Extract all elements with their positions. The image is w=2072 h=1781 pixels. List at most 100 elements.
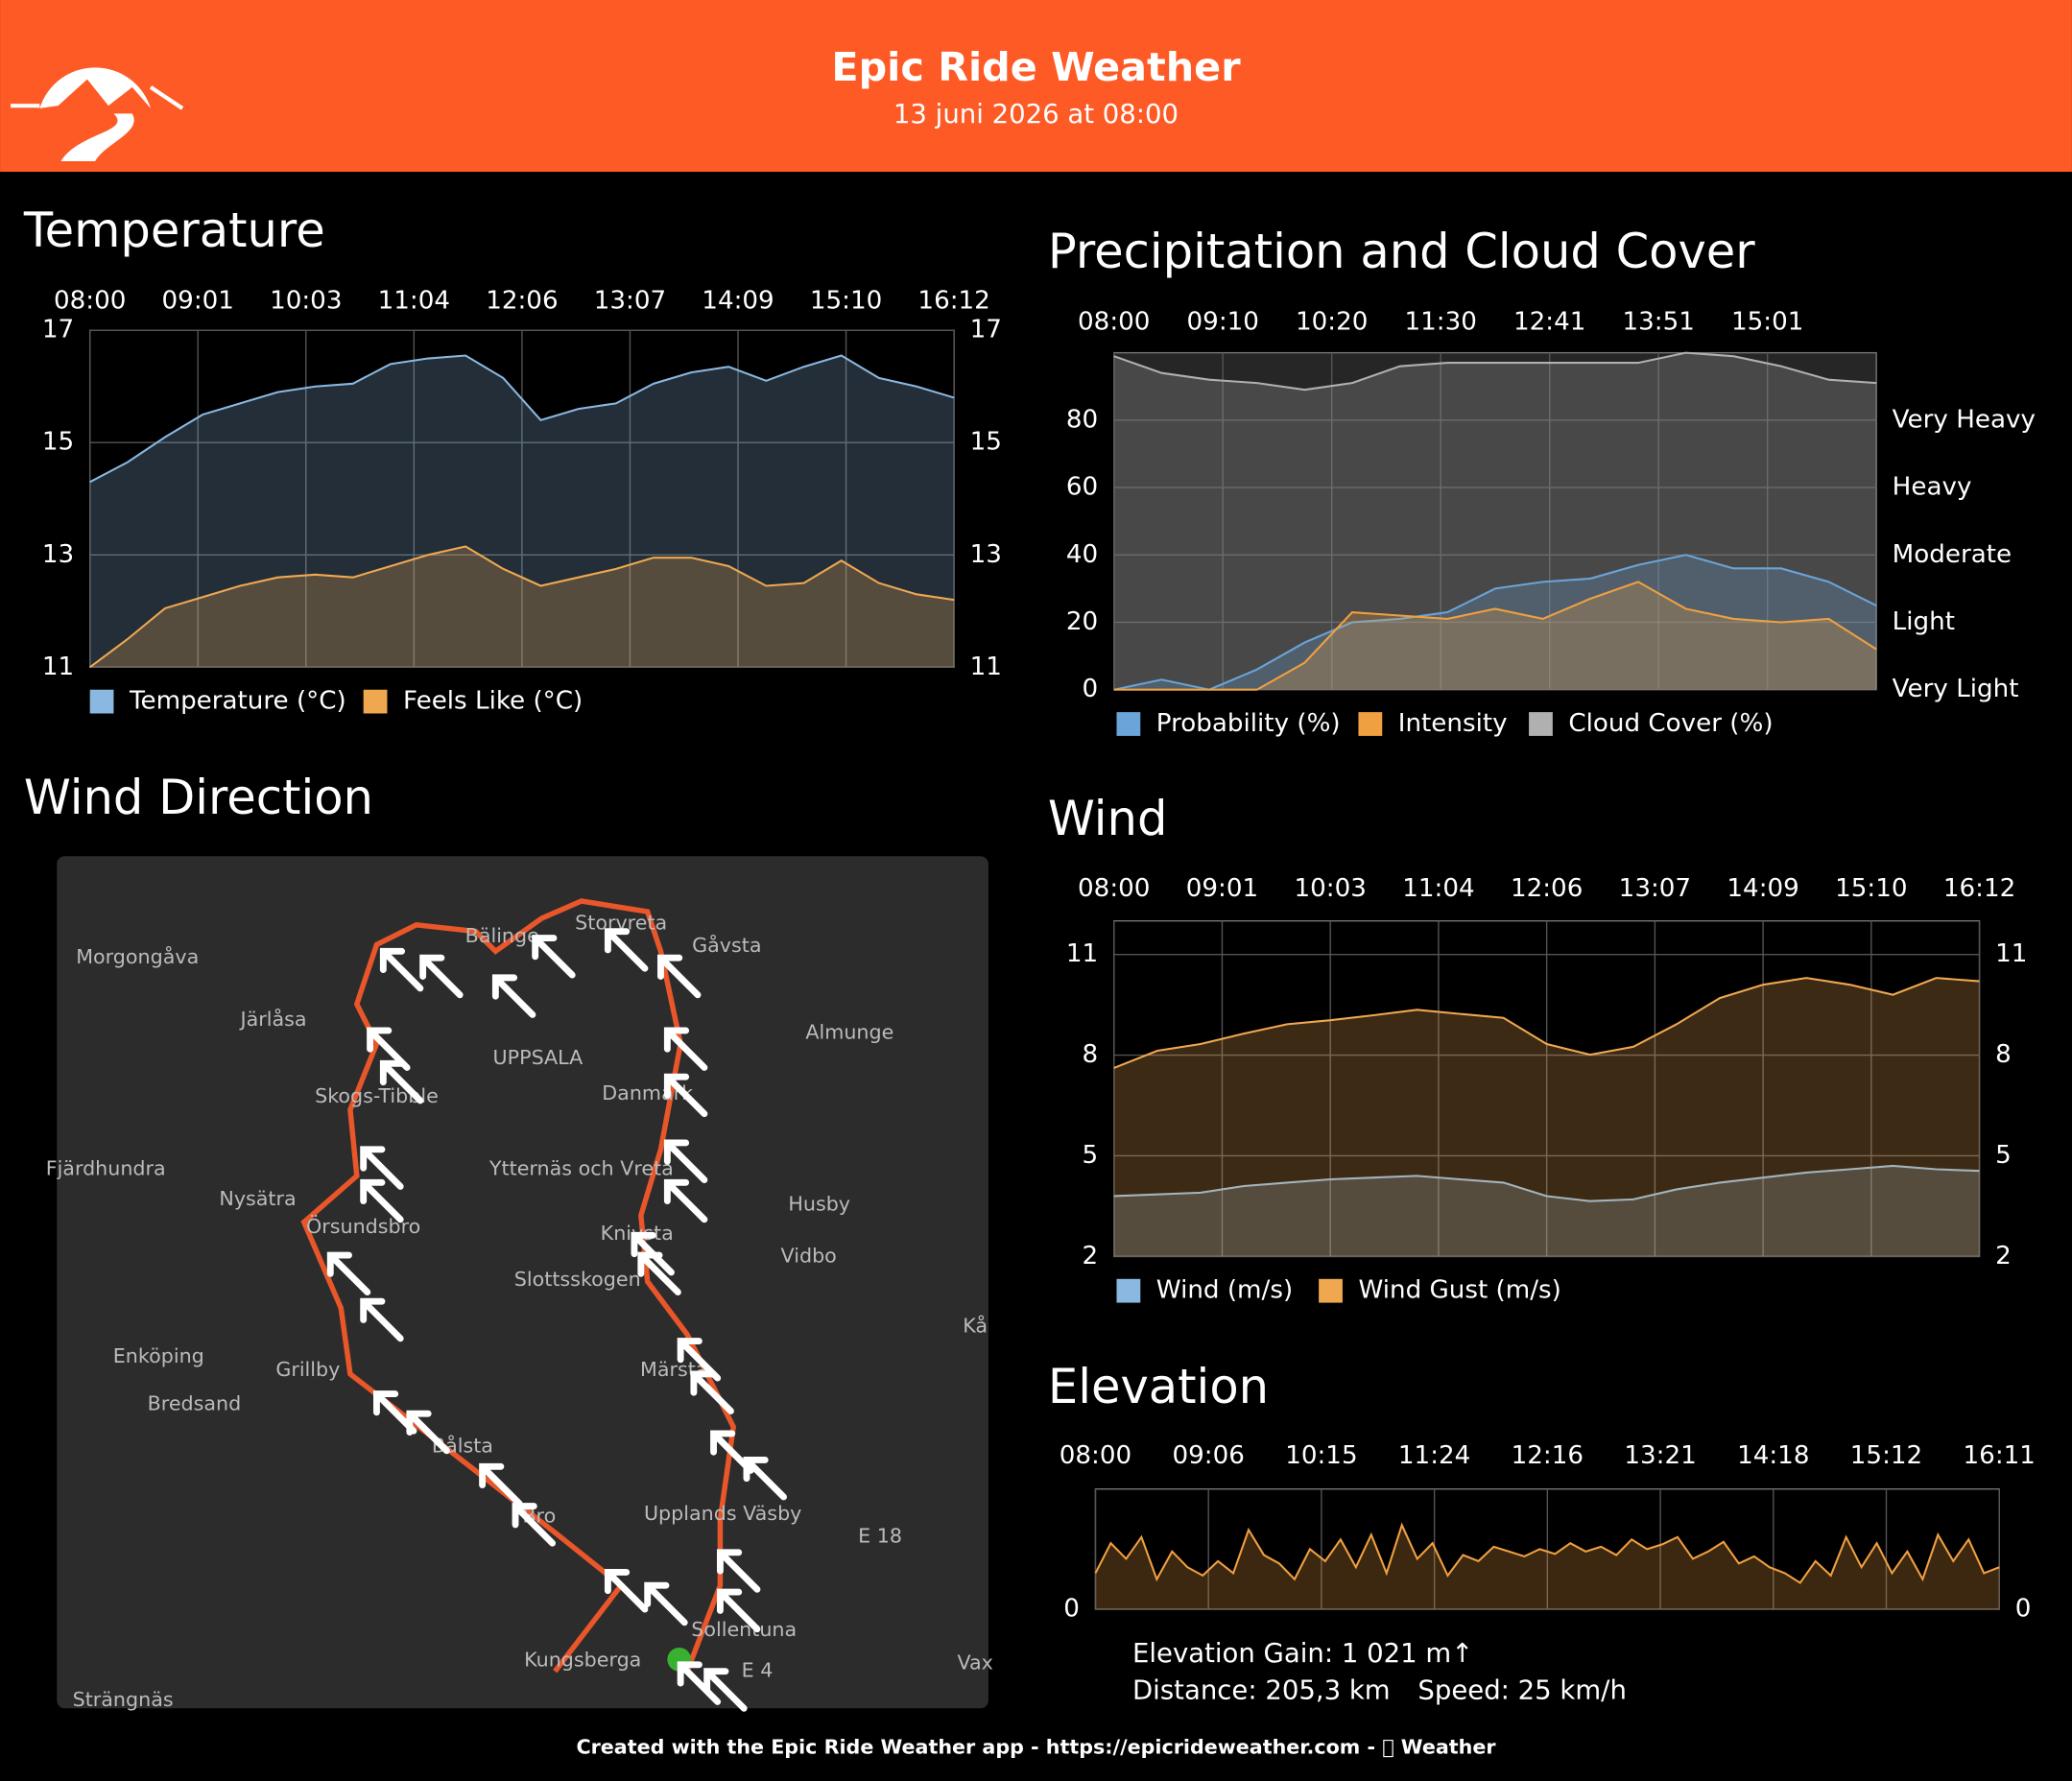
wind-arrow: [406, 1410, 450, 1455]
wind-arrow: [663, 1178, 708, 1223]
x-tick-label: 11:30: [1405, 307, 1477, 336]
plot-area: [1113, 351, 1877, 691]
place-label: Kungsberga: [524, 1649, 641, 1672]
y-tick-label: 11: [42, 653, 74, 681]
y-tick-label: 13: [42, 540, 74, 569]
wind-arrow: [690, 1370, 734, 1414]
x-tick-label: 10:03: [270, 286, 342, 315]
y-tick-label: 40: [1066, 540, 1098, 569]
series-line: [89, 545, 955, 669]
place-label: E 4: [742, 1659, 774, 1682]
x-tick-label: 08:00: [1078, 874, 1150, 903]
footer: Created with the Epic Ride Weather app -…: [576, 1736, 1496, 1759]
x-tick-label: 08:00: [54, 286, 126, 315]
wind-arrow: [637, 1251, 681, 1296]
legend-label: Probability (%): [1156, 709, 1341, 738]
x-tick-label: 12:41: [1513, 307, 1585, 336]
place-label: Enköping: [113, 1344, 204, 1367]
x-tick-label: 15:12: [1850, 1441, 1922, 1470]
y-tick-label-right: 8: [1995, 1040, 2012, 1069]
y-tick-label: 60: [1066, 473, 1098, 502]
legend-swatch: [89, 689, 114, 714]
y-tick-label-right: 15: [970, 428, 1002, 457]
legend-swatch: [1319, 1278, 1343, 1303]
y-tick-label-right: 17: [970, 316, 1002, 344]
x-tick-label: 14:09: [1727, 874, 1798, 903]
x-tick-label: 15:10: [1835, 874, 1907, 903]
place-label: Husby: [788, 1193, 850, 1216]
place-label: Kå: [963, 1313, 988, 1337]
x-tick-label: 12:06: [486, 286, 558, 315]
x-tick-label: 10:15: [1285, 1441, 1357, 1470]
series-line: [1113, 581, 1877, 691]
wind-arrow: [677, 1661, 722, 1705]
area-fill: [89, 355, 955, 668]
wind-arrow: [604, 928, 649, 972]
x-tick-label: 13:51: [1622, 307, 1694, 336]
y-tick-label-right: 11: [970, 653, 1002, 681]
wind-arrow: [663, 1073, 708, 1118]
y-tick-label: 0: [1063, 1595, 1080, 1624]
x-tick-label: 11:24: [1398, 1441, 1470, 1470]
y-tick-label-right: 5: [1995, 1141, 2012, 1170]
place-label: Upplands Väsby: [644, 1502, 801, 1525]
place-label: Strängnäs: [73, 1688, 174, 1711]
place-label: UPPSALA: [493, 1046, 583, 1069]
y2-tick-label: Very Light: [1893, 675, 2019, 703]
app-title: Epic Ride Weather: [831, 44, 1241, 90]
place-label: Vidbo: [781, 1244, 837, 1267]
y2-tick-label: Very Heavy: [1893, 405, 2036, 434]
place-label: Vax: [957, 1650, 992, 1674]
map-title: Wind Direction: [24, 770, 373, 825]
series-line: [1113, 977, 1980, 1069]
header-bar: [0, 0, 2072, 172]
ride-date: 13 juni 2026 at 08:00: [893, 99, 1179, 130]
y-tick-label: 0: [1083, 675, 1099, 703]
series-line: [1113, 1164, 1980, 1202]
place-label: Slottsskogen: [514, 1268, 641, 1291]
legend-label: Wind (m/s): [1156, 1276, 1293, 1305]
x-tick-label: 16:12: [917, 286, 989, 315]
area-fill: [1113, 978, 1980, 1257]
wind-arrow: [644, 1581, 688, 1627]
place-label: Ytternäs och Vreta: [488, 1157, 674, 1180]
area-fill: [1095, 1525, 2000, 1610]
legend-label: Feels Like (°C): [403, 687, 583, 716]
x-tick-label: 12:16: [1512, 1441, 1584, 1470]
chart-title: Temperature: [23, 202, 325, 258]
legend-label: Temperature (°C): [129, 687, 346, 716]
legend-swatch: [1116, 1278, 1141, 1303]
legend-label: Intensity: [1398, 709, 1508, 738]
place-label: Morgongåva: [76, 944, 199, 968]
legend-label: Cloud Cover (%): [1568, 709, 1773, 738]
y-tick-label: 15: [42, 428, 74, 457]
x-tick-label: 15:10: [810, 286, 882, 315]
chart-title: Elevation: [1048, 1359, 1269, 1414]
y-tick-label-right: 13: [970, 540, 1002, 569]
y-tick-label-right: 11: [1995, 939, 2027, 968]
y-tick-label: 2: [1083, 1242, 1099, 1270]
y-tick-label: 11: [1066, 939, 1098, 968]
place-label: E 18: [858, 1524, 902, 1547]
wind-arrow: [716, 1588, 761, 1633]
wind-arrow: [379, 1059, 424, 1104]
y-tick-label-right: 2: [1995, 1242, 2012, 1270]
stat-text: Speed: 25 km/h: [1417, 1674, 1626, 1705]
x-tick-label: 10:03: [1294, 874, 1366, 903]
y-tick-label: 80: [1066, 405, 1098, 434]
area-fill: [1113, 555, 1877, 690]
x-tick-label: 13:21: [1624, 1441, 1696, 1470]
area-fill: [1113, 352, 1877, 690]
x-tick-label: 13:07: [594, 286, 666, 315]
logo: [11, 67, 184, 161]
wind-arrow: [703, 1668, 748, 1712]
chart-title: Wind: [1048, 791, 1168, 846]
wind-arrow: [491, 974, 536, 1018]
wind-arrow: [743, 1456, 787, 1501]
x-tick-label: 09:01: [162, 286, 234, 315]
x-tick-label: 08:00: [1060, 1441, 1131, 1470]
x-tick-label: 08:00: [1078, 307, 1150, 336]
series-line: [1113, 351, 1877, 392]
place-label: Gåvsta: [692, 933, 761, 957]
